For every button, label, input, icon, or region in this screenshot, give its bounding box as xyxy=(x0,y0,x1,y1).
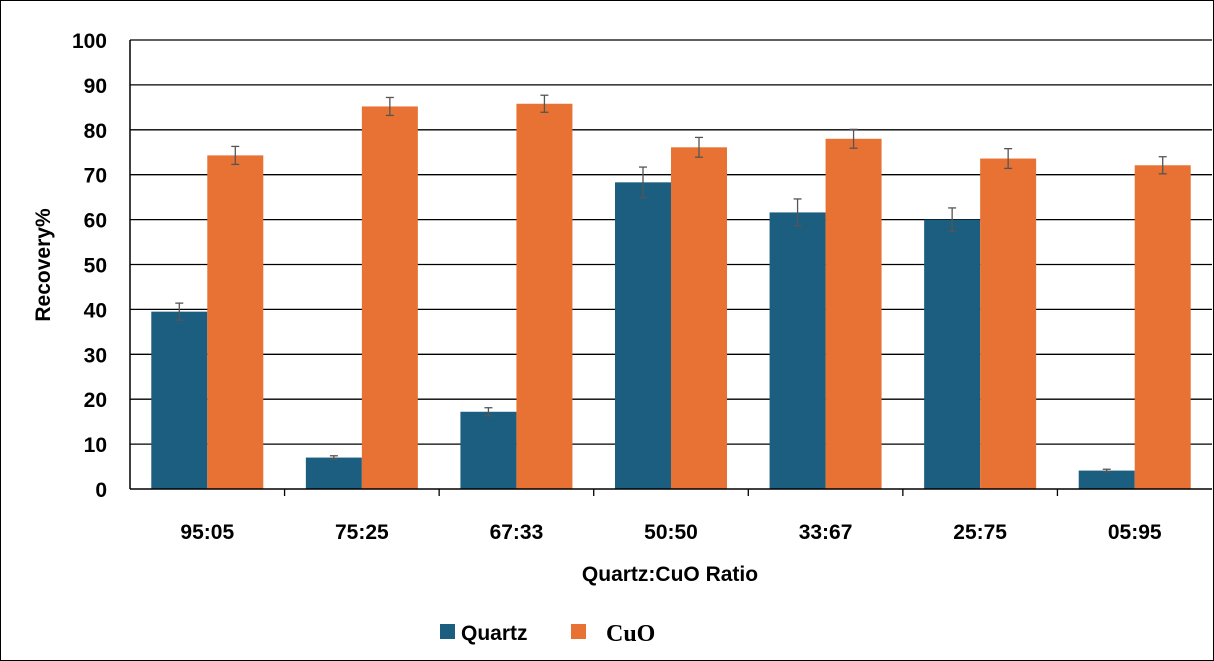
bars xyxy=(151,103,1191,490)
x-axis-title: Quartz:CuO Ratio xyxy=(582,563,758,586)
bar-cuo xyxy=(980,158,1037,489)
y-tick-label: 100 xyxy=(72,30,107,53)
bar-cuo xyxy=(825,138,882,489)
legend-swatch-quartz xyxy=(440,624,455,639)
y-axis-title: Recovery% xyxy=(32,208,55,322)
y-tick-label: 10 xyxy=(84,434,107,457)
legend-label-quartz: Quartz xyxy=(461,622,528,645)
y-tick-label: 80 xyxy=(84,120,107,143)
y-tick-label: 30 xyxy=(84,344,107,367)
y-tick-label: 20 xyxy=(84,389,107,412)
bar-quartz xyxy=(151,311,208,489)
bar-quartz xyxy=(460,411,517,489)
y-tick-label: 50 xyxy=(84,255,107,278)
axes xyxy=(129,40,1212,496)
y-tick-label: 70 xyxy=(84,165,107,188)
y-tick-label: 90 xyxy=(84,75,107,98)
x-tick-labels: 95:05 75:25 67:33 50:50 33:67 25:75 05:95 xyxy=(180,521,1161,544)
x-tick-label: 25:75 xyxy=(953,521,1007,544)
y-tick-label: 0 xyxy=(95,479,107,502)
bar-cuo xyxy=(516,103,573,490)
y-tick-label: 60 xyxy=(84,210,107,233)
bar-quartz xyxy=(1078,470,1135,489)
legend-label-cuo: CuO xyxy=(606,621,655,647)
x-tick-label: 95:05 xyxy=(180,521,234,544)
legend-swatch-cuo xyxy=(571,624,586,639)
x-tick-label: 50:50 xyxy=(644,521,698,544)
bar-cuo xyxy=(671,147,727,489)
error-bars xyxy=(175,94,1167,473)
bar-cuo xyxy=(361,106,418,490)
bar-cuo xyxy=(1134,165,1191,489)
x-tick-label: 75:25 xyxy=(335,521,389,544)
y-tick-labels: 0 10 20 30 40 50 60 70 80 90 100 xyxy=(72,30,107,502)
x-tick-label: 05:95 xyxy=(1108,521,1162,544)
legend: Quartz CuO xyxy=(440,621,655,647)
bar-quartz xyxy=(305,457,362,489)
bar-quartz xyxy=(769,212,826,489)
bar-quartz xyxy=(615,182,671,489)
x-tick-label: 33:67 xyxy=(799,521,853,544)
y-tick-label: 40 xyxy=(84,299,107,322)
bar-cuo xyxy=(207,155,264,489)
bar-quartz xyxy=(924,219,981,489)
x-tick-label: 67:33 xyxy=(490,521,544,544)
